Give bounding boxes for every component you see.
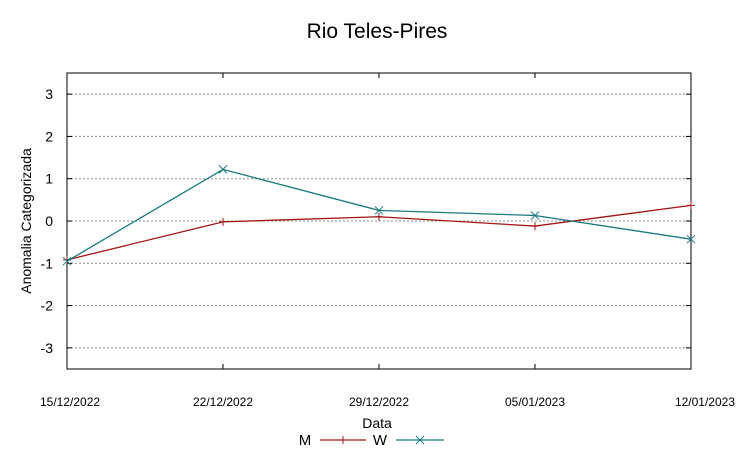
grid bbox=[67, 93, 691, 349]
data-point bbox=[62, 256, 72, 266]
legend-label-w: W bbox=[373, 432, 388, 449]
chart-title: Rio Teles-Pires bbox=[307, 20, 448, 43]
x-tick-label: 22/12/2022 bbox=[193, 395, 253, 409]
x-tick-label: 15/12/2022 bbox=[40, 395, 100, 409]
x-tick-label: 29/12/2022 bbox=[349, 395, 409, 409]
y-tick-label: 1 bbox=[45, 171, 53, 187]
data-point bbox=[339, 436, 347, 444]
y-tick-label: 2 bbox=[45, 128, 53, 144]
data-point bbox=[374, 206, 384, 215]
y-tick-label: -3 bbox=[41, 340, 54, 356]
data-point bbox=[686, 234, 696, 244]
y-axis-label: Anomalia Categorizada bbox=[18, 148, 34, 294]
x-axis-ticks: 15/12/2022 22/12/2022 29/12/2022 05/01/2023… bbox=[40, 73, 735, 409]
data-point bbox=[687, 201, 695, 210]
y-tick-label: 0 bbox=[45, 213, 53, 229]
series-group bbox=[62, 165, 696, 266]
x-tick-label: 12/01/2023 bbox=[675, 395, 735, 409]
data-point bbox=[530, 211, 540, 220]
data-point bbox=[218, 165, 228, 174]
data-point bbox=[531, 222, 539, 231]
y-tick-label: -1 bbox=[41, 255, 54, 271]
legend-label-m: M bbox=[299, 432, 312, 449]
x-axis-label: Data bbox=[362, 415, 392, 431]
data-point bbox=[415, 435, 425, 445]
x-tick-label: 05/01/2023 bbox=[505, 395, 565, 409]
y-tick-label: -2 bbox=[41, 298, 54, 314]
data-point bbox=[219, 217, 227, 226]
data-point bbox=[375, 212, 383, 221]
y-tick-label: 3 bbox=[45, 86, 53, 102]
y-axis-ticks: -3 -2 -1 0 1 2 3 bbox=[41, 86, 691, 356]
